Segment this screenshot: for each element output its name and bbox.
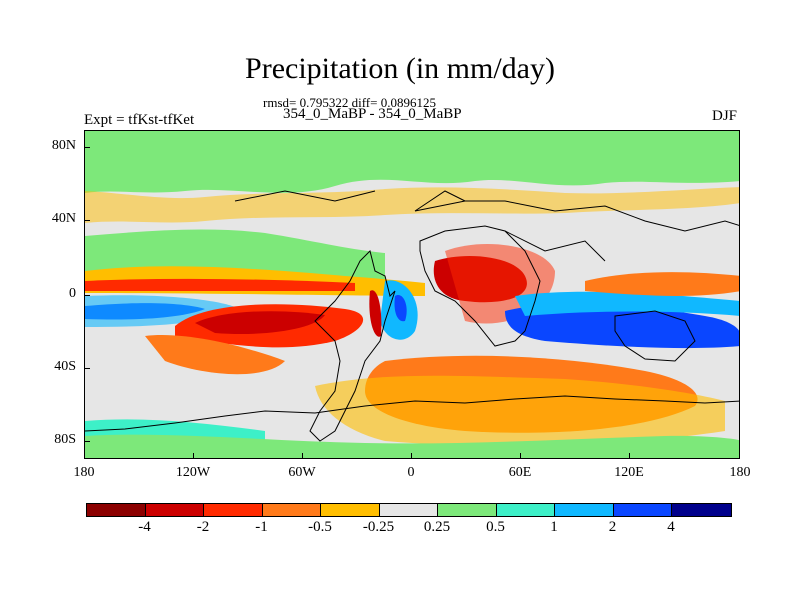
indian-ocean-cyan <box>515 291 739 316</box>
coastline-antarctica <box>85 395 739 432</box>
colorbar-box <box>613 504 672 516</box>
colorbar-label: -0.5 <box>308 519 332 535</box>
coastline-eurasia <box>414 200 739 262</box>
colorbar-label: 0.5 <box>486 519 505 535</box>
map-field <box>85 131 739 458</box>
lon-tick <box>520 453 521 459</box>
colorbar-box <box>204 504 263 516</box>
colorbar-box <box>496 504 555 516</box>
expt-label: Expt = tfKst-tfKet <box>84 112 195 128</box>
colorbar-box <box>555 504 614 516</box>
colorbar-box <box>438 504 497 516</box>
lon-label-180e: 180 <box>729 465 751 480</box>
east-pacific-orange <box>585 272 739 296</box>
colorbar-label: 0.25 <box>423 519 451 535</box>
colorbar-box <box>672 504 731 516</box>
periods-line: 354_0_MaBP - 354_0_MaBP <box>283 106 462 122</box>
lat-tick <box>84 368 90 369</box>
south-green-bottom <box>85 434 739 458</box>
north-green-band <box>85 131 739 193</box>
stats-line: rmsd= 0.795322 diff= 0.0896125 <box>263 95 436 110</box>
lon-label-120e: 120E <box>614 465 644 480</box>
colorbar-label: 4 <box>667 519 675 535</box>
south-pacific-darkred <box>195 311 325 335</box>
coastline-africa <box>419 225 541 347</box>
colorbar-label: 2 <box>608 519 617 535</box>
colorbar-box <box>262 504 321 516</box>
lon-tick <box>193 453 194 459</box>
lat-label-80n: 80N <box>51 138 76 153</box>
coastline-australia <box>614 310 696 362</box>
lat-label-0: 0 <box>69 286 76 301</box>
lat-label-40n: 40N <box>51 211 76 226</box>
colorbar-label: -2 <box>196 519 210 535</box>
lat-tick <box>84 147 90 148</box>
north-orange-band <box>85 187 739 223</box>
lat-tick <box>84 441 90 442</box>
colorbar-box <box>379 504 438 516</box>
lon-tick <box>629 453 630 459</box>
colorbar-label: -0.25 <box>362 519 395 535</box>
south-atlantic-darkblue <box>394 295 407 322</box>
tropical-red-north <box>85 278 355 291</box>
lon-tick <box>411 453 412 459</box>
season-label: DJF <box>712 108 738 124</box>
lon-label-0: 0 <box>407 465 415 480</box>
south-pacific-orange <box>145 335 285 375</box>
southern-yellow-band <box>315 375 725 447</box>
lon-label-60e: 60E <box>508 465 532 480</box>
lat-label-80s: 80S <box>54 432 76 447</box>
colorbar-box <box>321 504 380 516</box>
lon-label-60w: 60W <box>288 465 316 480</box>
chart-title: Precipitation (in mm/day) <box>245 52 555 85</box>
lon-label-120w: 120W <box>175 465 211 480</box>
south-red-strip <box>369 290 382 337</box>
map-frame <box>84 130 740 459</box>
lon-label-180w: 180 <box>73 465 95 480</box>
lon-tick <box>302 453 303 459</box>
colorbar-label: 1 <box>550 519 558 535</box>
colorbar <box>86 503 732 517</box>
colorbar-box <box>87 504 146 516</box>
colorbar-box <box>145 504 204 516</box>
lat-tick <box>84 220 90 221</box>
coastline-north <box>234 190 466 212</box>
lat-label-40s: 40S <box>54 359 76 374</box>
lat-tick <box>84 295 90 296</box>
indian-ocean-blue <box>505 303 739 349</box>
colorbar-label: -4 <box>138 519 151 535</box>
colorbar-label: -1 <box>255 519 268 535</box>
coastline-americas <box>309 250 396 442</box>
